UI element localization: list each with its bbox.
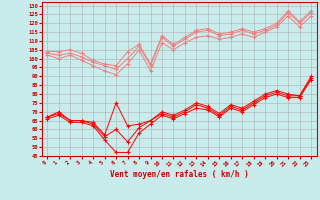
X-axis label: Vent moyen/en rafales ( km/h ): Vent moyen/en rafales ( km/h ) xyxy=(110,170,249,179)
